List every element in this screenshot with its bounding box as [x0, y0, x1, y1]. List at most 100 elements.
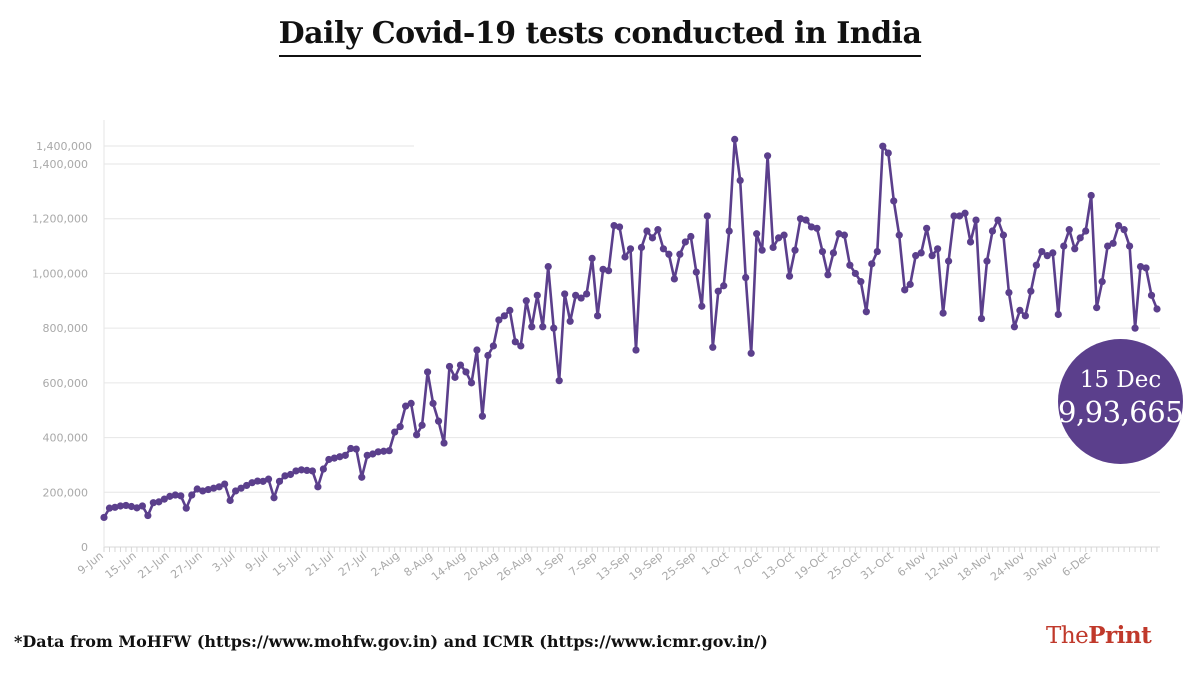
x-tick-label: 15-Jul	[270, 549, 303, 579]
data-point	[906, 280, 914, 288]
data-point	[698, 302, 706, 310]
badge-date: 15 Dec	[1079, 367, 1162, 393]
data-point	[709, 343, 717, 351]
data-point	[637, 243, 646, 252]
x-tick-label: 27-Jun	[168, 549, 204, 581]
brand-name: Print	[1088, 622, 1152, 649]
y-tick-label: 1,400,000	[32, 158, 88, 171]
x-tick-label: 24-Nov	[988, 549, 1027, 584]
axis-layer: 0 200,000 400,000 600,000 800,000 1,000,000 1,…	[32, 120, 1160, 584]
data-point	[456, 361, 465, 369]
data-point	[232, 487, 240, 495]
data-point	[561, 290, 569, 298]
data-point	[846, 261, 854, 269]
data-point	[873, 247, 881, 256]
data-point	[731, 135, 739, 143]
data-point	[687, 232, 695, 241]
data-point	[105, 504, 114, 512]
x-tick-label: 1-Sep	[534, 549, 567, 579]
data-point	[884, 149, 892, 157]
data-point	[944, 257, 953, 265]
data-point	[462, 368, 470, 376]
data-point	[857, 278, 865, 286]
data-point	[319, 465, 327, 473]
data-point	[966, 238, 975, 246]
data-point	[1142, 264, 1150, 272]
data-point	[1093, 304, 1101, 312]
data-point	[1065, 226, 1073, 234]
data-point	[242, 481, 251, 490]
data-point	[489, 342, 497, 350]
data-point	[988, 227, 997, 235]
data-point	[122, 501, 130, 510]
data-point	[1109, 239, 1117, 247]
data-point	[725, 227, 733, 235]
y-tick-label: 1,000,000	[32, 267, 88, 280]
data-point	[835, 230, 843, 238]
data-point	[182, 504, 190, 512]
data-point	[193, 485, 201, 493]
data-point	[955, 212, 964, 220]
x-tick-label: 1-Oct	[699, 549, 731, 578]
data-point	[467, 379, 476, 387]
data-point	[1010, 323, 1019, 331]
data-point	[758, 246, 766, 254]
y-tick-label: 0	[81, 541, 88, 554]
data-point	[550, 324, 558, 332]
data-point	[166, 492, 174, 500]
data-point	[1125, 242, 1134, 250]
data-point	[747, 349, 755, 357]
data-point	[626, 245, 635, 253]
data-point	[1005, 288, 1013, 297]
data-point	[275, 477, 284, 485]
data-point	[478, 412, 487, 420]
data-point	[111, 503, 119, 511]
data-point	[325, 455, 333, 464]
data-point	[818, 247, 827, 256]
data-point	[511, 338, 519, 346]
data-point	[1076, 234, 1084, 242]
x-tick-label: 31-Oct	[858, 549, 896, 583]
latest-value-badge: 15 Dec 9,93,665	[1058, 339, 1184, 464]
data-point	[939, 309, 947, 317]
data-point	[1098, 278, 1106, 286]
data-point	[539, 323, 547, 331]
data-point	[714, 287, 722, 295]
data-point	[188, 491, 196, 499]
data-point	[385, 447, 393, 455]
data-point	[692, 268, 700, 276]
x-tick-label: 14-Aug	[429, 549, 468, 583]
data-point	[1131, 324, 1139, 332]
x-tick-label: 9-Jun	[75, 549, 106, 577]
data-point	[1153, 305, 1161, 313]
data-point	[917, 249, 925, 257]
data-point	[1087, 191, 1095, 200]
data-point	[802, 216, 810, 224]
data-point	[994, 216, 1002, 224]
data-point	[363, 451, 371, 459]
data-point	[380, 447, 388, 455]
y-tick-label: 1,200,000	[32, 213, 88, 226]
data-point	[303, 466, 311, 474]
data-point	[615, 223, 624, 231]
data-point	[796, 215, 805, 223]
data-point	[1071, 245, 1079, 253]
data-point	[720, 282, 728, 290]
data-point	[358, 473, 366, 481]
data-point	[281, 472, 289, 480]
data-point	[1027, 287, 1035, 295]
theprint-logo: ThePrint	[1046, 622, 1152, 649]
data-point	[610, 221, 618, 230]
data-point	[950, 212, 958, 220]
data-point	[138, 502, 146, 510]
data-point	[226, 496, 234, 505]
data-point	[895, 231, 903, 239]
data-point	[961, 209, 969, 217]
y-tick-label: 600,000	[43, 377, 89, 390]
data-point	[210, 484, 218, 492]
x-tick-label: 27-Jul	[336, 549, 369, 579]
y-tick-label: 800,000	[43, 322, 89, 335]
data-point	[429, 399, 437, 407]
data-point	[517, 342, 525, 350]
data-point	[824, 271, 832, 279]
